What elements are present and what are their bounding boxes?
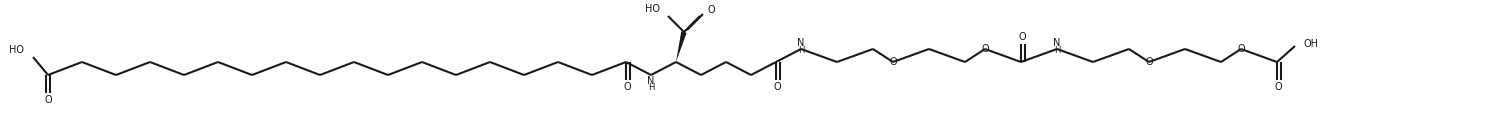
Text: N: N bbox=[797, 38, 805, 48]
Text: O: O bbox=[45, 95, 52, 105]
Text: N: N bbox=[1053, 38, 1061, 48]
Text: O: O bbox=[1237, 44, 1244, 54]
Text: O: O bbox=[1019, 32, 1027, 42]
Text: HO: HO bbox=[645, 4, 660, 14]
Text: O: O bbox=[1146, 57, 1153, 67]
Text: O: O bbox=[624, 82, 632, 92]
Text: O: O bbox=[773, 82, 782, 92]
Text: H: H bbox=[797, 46, 805, 55]
Text: O: O bbox=[982, 44, 989, 54]
Text: H: H bbox=[1053, 46, 1061, 55]
Polygon shape bbox=[676, 31, 687, 62]
Text: OH: OH bbox=[1302, 39, 1319, 49]
Text: H: H bbox=[648, 83, 654, 92]
Text: O: O bbox=[708, 5, 715, 15]
Text: N: N bbox=[647, 76, 654, 86]
Text: HO: HO bbox=[9, 45, 24, 55]
Text: O: O bbox=[1275, 82, 1283, 92]
Text: O: O bbox=[890, 57, 897, 67]
